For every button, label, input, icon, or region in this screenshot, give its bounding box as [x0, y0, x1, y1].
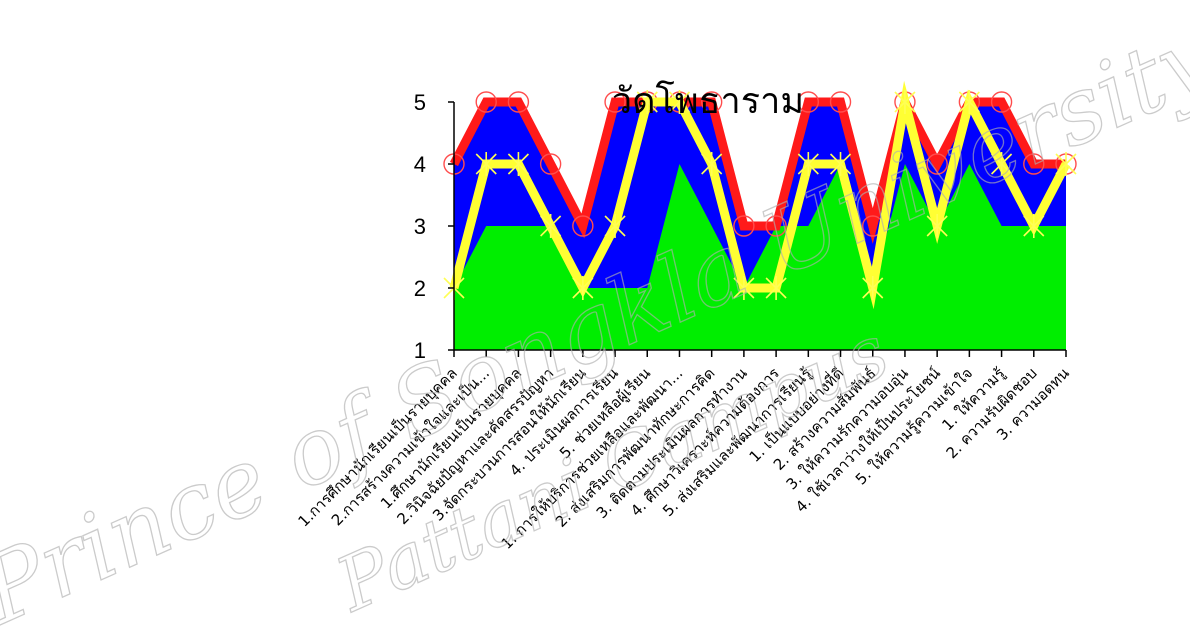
y-tick-label: 4: [414, 152, 426, 177]
chart-title: วัดโพธาราม: [612, 80, 804, 122]
y-tick-label: 3: [414, 214, 426, 239]
y-tick-label: 5: [414, 90, 426, 115]
y-tick-label: 2: [414, 276, 426, 301]
